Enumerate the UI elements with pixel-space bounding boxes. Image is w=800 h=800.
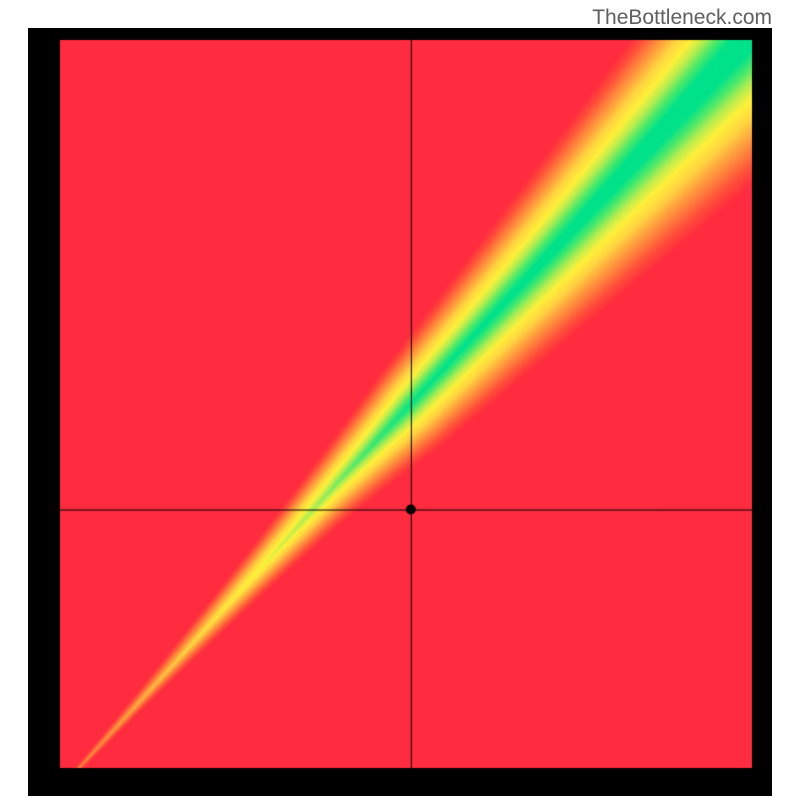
chart-container: TheBottleneck.com xyxy=(0,0,800,800)
heatmap-canvas xyxy=(28,28,772,796)
plot-frame xyxy=(28,28,772,796)
watermark-text: TheBottleneck.com xyxy=(592,6,772,30)
